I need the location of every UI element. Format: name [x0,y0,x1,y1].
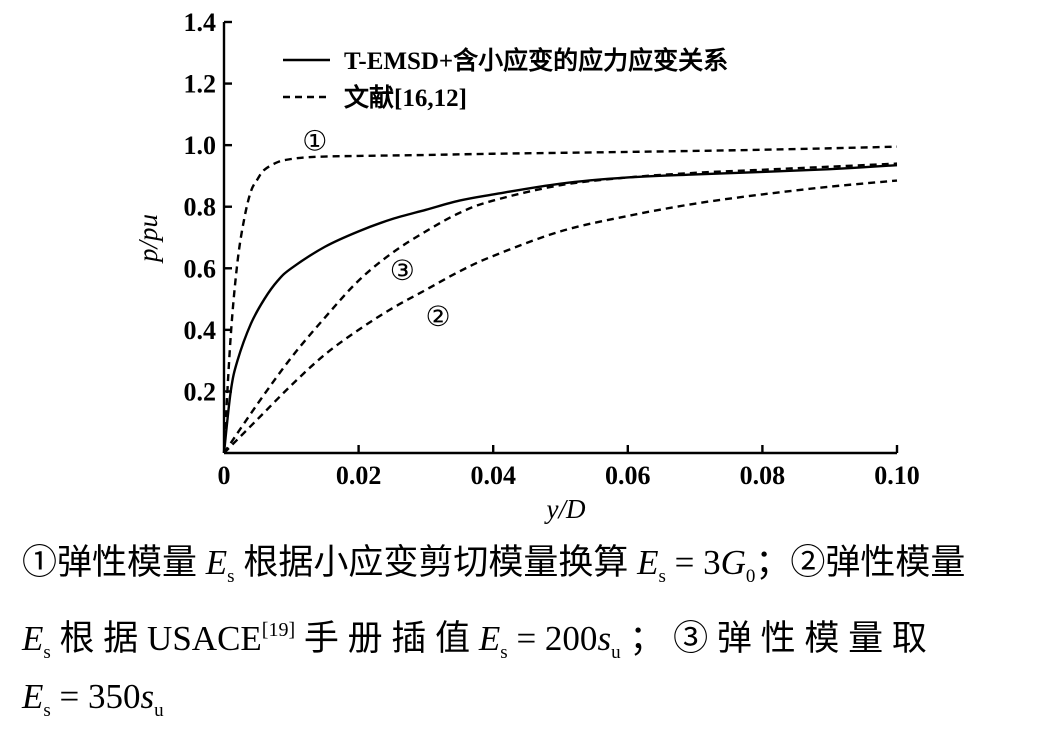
curves [222,145,898,454]
caption-text: ；②弹性模量 [755,543,966,582]
equation-rhs: = 200 [507,619,598,658]
caption-line-2: Es 根 据 USACE[19] 手 册 插 值 Es = 200su ； ③ … [22,605,1036,678]
subscript-0: 0 [745,566,756,587]
subscript-u: u [154,700,164,721]
caption-text: 根 据 USACE [50,619,262,658]
x-tick-label: 0 [218,461,231,490]
subscript-s: s [227,566,235,587]
x-tick-label: 0.04 [470,461,516,490]
y-tick-label: 1.4 [184,8,217,37]
series-line-t-emsd [222,163,898,454]
equation-rhs: = 3 [665,543,721,582]
caption-text: 手 册 插 值 [295,619,479,658]
series-line-3 [223,162,898,454]
citation-superscript: [19] [261,619,296,641]
curve-label: ③ [390,254,415,287]
curve-label: ① [302,125,327,158]
subscript-s: s [43,642,51,663]
y-tick-label: 1.0 [184,131,217,160]
symbol-E: E [637,543,659,582]
symbol-s: s [597,619,612,658]
series-line-2 [223,179,898,454]
caption-line-3: Es = 350su [22,672,1036,736]
symbol-s: s [140,677,155,716]
x-tick-label: 0.02 [336,461,382,490]
symbol-G: G [720,543,746,582]
y-tick-label: 0.8 [184,193,217,222]
y-tick-label: 0.6 [184,254,217,283]
symbol-E: E [205,543,228,582]
legend: T-EMSD+含小应变的应力应变关系 文献[16,12] [283,46,728,112]
y-tick-label: 0.4 [184,316,217,345]
subscript-s: s [500,642,508,663]
subscript-s: s [43,700,51,721]
legend-label-dashed: 文献[16,12] [344,83,467,112]
caption-text: 根据小应变剪切模量换算 [234,543,638,582]
x-tick-label: 0.08 [740,461,786,490]
axes [222,22,897,455]
subscript-s: s [658,566,666,587]
series-line-1 [222,145,898,454]
symbol-E: E [22,677,44,716]
curve-labels: ① ②③ [302,125,450,333]
curve-label: ② [425,300,450,333]
caption-line-1: ①弹性模量 Es 根据小应变剪切模量换算 Es = 3G0；②弹性模量 [22,538,1036,602]
y-tick-label: 1.2 [184,70,217,99]
subscript-u: u [611,642,621,663]
caption-text: ； ③ 弹 性 模 量 取 [620,619,927,658]
y-tick-label: 0.2 [184,377,217,406]
ticks: 0 0.02 0.04 0.06 0.08 0.10 0.2 0.4 0.6 0.8 1.0 1.2 1… [184,8,920,490]
x-tick-label: 0.10 [874,461,920,490]
x-axis-title: y/D [544,494,586,524]
symbol-E: E [478,619,501,658]
equation-rhs: = 350 [50,677,141,716]
chart: 0 0.02 0.04 0.06 0.08 0.10 0.2 0.4 0.6 0.8 1.0 1.2 1… [133,8,920,524]
symbol-E: E [22,619,44,658]
x-tick-label: 0.06 [605,461,651,490]
y-axis-title: p/pu [133,214,163,264]
legend-label-solid: T-EMSD+含小应变的应力应变关系 [344,46,728,75]
caption-text: ①弹性模量 [22,543,206,582]
